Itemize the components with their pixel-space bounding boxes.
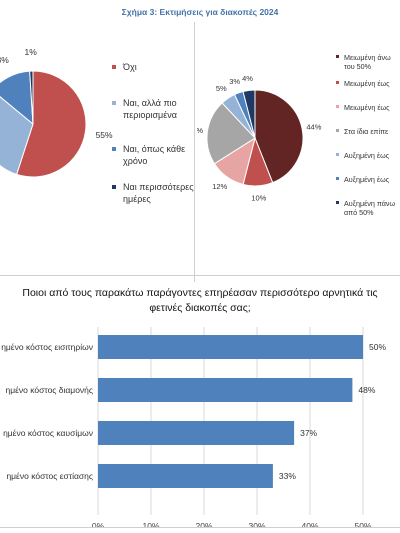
bar-data-label-0: 50% xyxy=(369,342,386,352)
pie1-legend-label-1: Ναι, αλλά πιο περιορισμένα xyxy=(123,98,177,120)
pie2-legend-swatch-3 xyxy=(336,129,339,132)
pie1-slice-3 xyxy=(29,70,34,125)
pie1-legend-item-3: Ναι περισσότερες ημέρες xyxy=(112,182,194,205)
bar-data-label-2: 37% xyxy=(300,428,317,438)
pie2-legend-swatch-1 xyxy=(336,81,339,84)
pie1-data-label-3: 1% xyxy=(25,47,38,57)
section-divider xyxy=(0,275,400,276)
pie2-legend-label-5: Αυξημένη έως xyxy=(344,175,390,184)
pie2-legend-item-2: Μειωμένη έως xyxy=(336,103,390,112)
pie2-data-label-0: 44% xyxy=(306,122,321,131)
pie2-legend-item-3: Στα ίδια επίπε xyxy=(336,127,388,136)
bar-0 xyxy=(98,335,363,359)
pie-chart-vacation-budget: 44% 10% 12% 22% 5%3%4% Μειωμένη άνω του 50% Μ… xyxy=(197,20,400,282)
pie1-legend-item-2: Ναι, όπως κάθε χρόνο xyxy=(112,144,194,167)
figure-title: Σχήμα 3: Εκτιμήσεις για διακοπές 2024 xyxy=(121,7,279,17)
pie1-legend-swatch-1 xyxy=(112,101,116,105)
bar-category-label-0: ημένο κόστος εισιτηρίων xyxy=(1,342,93,352)
pie2-legend-label-3: Στα ίδια επίπε xyxy=(344,127,389,136)
bar-2 xyxy=(98,421,295,445)
bar-1 xyxy=(98,378,353,402)
pie2-data-label-1: 10% xyxy=(251,194,266,203)
bar-category-label-1: ημένο κόστος διαμονής xyxy=(5,385,93,395)
pie2-legend-label-1: Μειωμένη έως xyxy=(344,79,390,88)
pie2-legend-label-0: Μειωμένη άνω του 50% xyxy=(344,53,391,71)
pie2-legend-label-4: Αυξημένη έως xyxy=(344,151,390,160)
pie2-legend-swatch-0 xyxy=(336,55,339,58)
pie2-legend-item-5: Αυξημένη έως xyxy=(336,175,389,184)
pie1-data-label-2: 13% xyxy=(0,55,9,65)
pie2-data-label-3: 22% xyxy=(197,126,203,135)
pie2-legend-swatch-6 xyxy=(336,201,339,204)
pie2-slice-6 xyxy=(242,89,256,139)
pie1-legend-item-1: Ναι, αλλά πιο περιορισμένα xyxy=(112,98,194,121)
bottom-divider xyxy=(0,527,400,528)
bar-plot: 0% 10% 20% 30% 40% 50% ημένο κόστος εισιτηρίων… xyxy=(1,327,386,527)
pie1-legend-label-3: Ναι περισσότερες ημέρες xyxy=(123,182,194,204)
pie2-legend-label-2: Μειωμένη έως xyxy=(344,103,390,112)
bar-chart-negative-factors: Ποιοι από τους παρακάτω παράγοντες επηρέ… xyxy=(0,283,400,527)
pie2-legend-item-6: Αυξημένη πάνω από 50% xyxy=(336,199,398,217)
pie2-legend-label-6: Αυξημένη πάνω από 50% xyxy=(344,199,396,217)
pie2-slice-0 xyxy=(254,89,304,184)
pie-chart-vacation-plans: 55% 13% 1% Όχι Ναι, αλλά πιο περιορισμένα Να… xyxy=(0,20,196,282)
bar-3 xyxy=(98,464,273,488)
pie1-legend-swatch-2 xyxy=(112,147,116,151)
pie1-legend-swatch-3 xyxy=(112,185,116,189)
bar-x-tick-0: 0% xyxy=(92,521,105,527)
pie2-plot: 44% 10% 12% 22% 5%3%4% xyxy=(197,74,322,203)
pie1-legend-label-2: Ναι, όπως κάθε χρόνο xyxy=(123,144,186,166)
pie1-slice-1 xyxy=(0,96,34,176)
bar-data-label-3: 33% xyxy=(279,471,296,481)
pie2-data-label-2: 12% xyxy=(212,182,227,191)
bar-data-label-1: 48% xyxy=(358,385,375,395)
bar-chart-title: Ποιοι από τους παρακάτω παράγοντες επηρέ… xyxy=(22,287,378,314)
pie2-data-label-4: 5% xyxy=(216,84,227,93)
pie2-legend-item-1: Μειωμένη έως xyxy=(336,79,390,88)
pie1-data-label-0: 55% xyxy=(96,130,113,140)
bar-x-tick-1: 10% xyxy=(142,521,159,527)
panel-divider xyxy=(194,22,195,282)
bar-x-tick-5: 50% xyxy=(354,521,371,527)
pie1-plot: 55% 13% 1% xyxy=(0,47,113,178)
pie1-legend-label-0: Όχι xyxy=(123,62,137,72)
pie1-legend-swatch-0 xyxy=(112,65,116,69)
pie2-data-label-5: 3% xyxy=(229,77,240,86)
pie1-legend-item-0: Όχι xyxy=(112,62,137,74)
bar-x-tick-4: 40% xyxy=(301,521,318,527)
pie1-slice-0 xyxy=(15,70,87,178)
bar-x-tick-2: 20% xyxy=(195,521,212,527)
bar-category-label-3: ημένο κόστος εστίασης xyxy=(6,471,93,481)
pie2-slice-3 xyxy=(206,102,256,165)
bar-x-tick-3: 30% xyxy=(248,521,265,527)
pie2-legend-swatch-5 xyxy=(336,177,339,180)
pie2-data-label-6: 4% xyxy=(242,74,253,83)
pie2-legend-item-4: Αυξημένη έως xyxy=(336,151,389,160)
bar-category-label-2: ημένο κόστος καυσίμων xyxy=(3,428,93,438)
pie2-legend-item-0: Μειωμένη άνω του 50% xyxy=(336,53,398,71)
pie2-legend-swatch-2 xyxy=(336,105,339,108)
pie2-legend-swatch-4 xyxy=(336,153,339,156)
